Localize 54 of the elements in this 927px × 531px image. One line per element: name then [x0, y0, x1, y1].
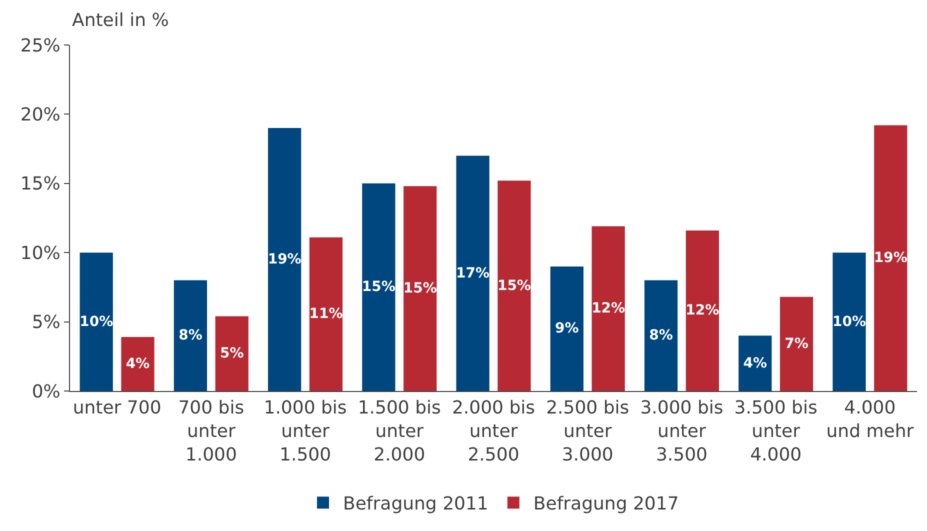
legend-label: Befragung 2017 [533, 494, 679, 515]
x-tick-label: 2.500 bis unter 3.000 [546, 398, 630, 466]
data-label: 7% [784, 336, 808, 352]
bar [268, 128, 302, 391]
data-label: 15% [403, 280, 437, 297]
y-tick-label: 15% [20, 174, 60, 195]
bar [362, 183, 396, 391]
bar [644, 280, 678, 391]
data-label: 19% [268, 252, 302, 268]
x-tick-label: 3.500 bis unter 4.000 [734, 398, 818, 466]
data-label: 15% [497, 278, 531, 294]
data-label: 5% [220, 346, 244, 362]
x-tick-label: 3.000 bis unter 3.500 [640, 398, 724, 466]
bar [121, 337, 154, 391]
bar [832, 252, 866, 391]
bar [738, 336, 772, 391]
bar [498, 180, 531, 391]
bar [404, 186, 437, 391]
bar [174, 280, 208, 391]
data-label: 10% [832, 314, 866, 330]
bar [780, 296, 814, 391]
bar [309, 237, 343, 391]
data-label: 19% [874, 250, 908, 266]
bar [686, 230, 719, 391]
bar [80, 252, 113, 391]
x-tick-label: 4.000 und mehr [826, 398, 914, 442]
data-label: 15% [362, 279, 396, 296]
bar [215, 316, 248, 391]
bar [456, 156, 490, 391]
y-tick-label: 20% [20, 104, 60, 126]
bar [592, 226, 625, 391]
legend-label: Befragung 2011 [343, 494, 488, 515]
x-tick-label: 1.500 bis unter 2.000 [358, 398, 441, 466]
y-axis-title: Anteil in % [72, 10, 169, 31]
data-label: 10% [80, 314, 114, 330]
data-label: 12% [592, 300, 626, 317]
x-tick-label: unter 700 [72, 398, 162, 419]
data-label: 17% [456, 265, 490, 282]
data-label: 4% [743, 355, 768, 372]
x-tick-label: 1.000 bis unter 1.500 [264, 398, 347, 466]
y-tick-label: 25% [20, 35, 60, 56]
bar [550, 266, 584, 391]
x-tick-label: 2.000 bis unter 2.500 [452, 398, 536, 466]
data-label: 8% [178, 328, 202, 344]
y-tick-label: 5% [32, 312, 60, 334]
data-label: 11% [309, 306, 343, 322]
x-tick-label: 700 bis unter 1.000 [178, 398, 244, 466]
data-label: 9% [555, 320, 579, 337]
y-tick-label: 0% [32, 381, 60, 402]
data-label: 4% [126, 356, 150, 372]
data-label: 8% [649, 328, 673, 344]
bar [874, 125, 908, 391]
y-tick-label: 10% [20, 242, 60, 264]
data-label: 12% [686, 302, 720, 319]
